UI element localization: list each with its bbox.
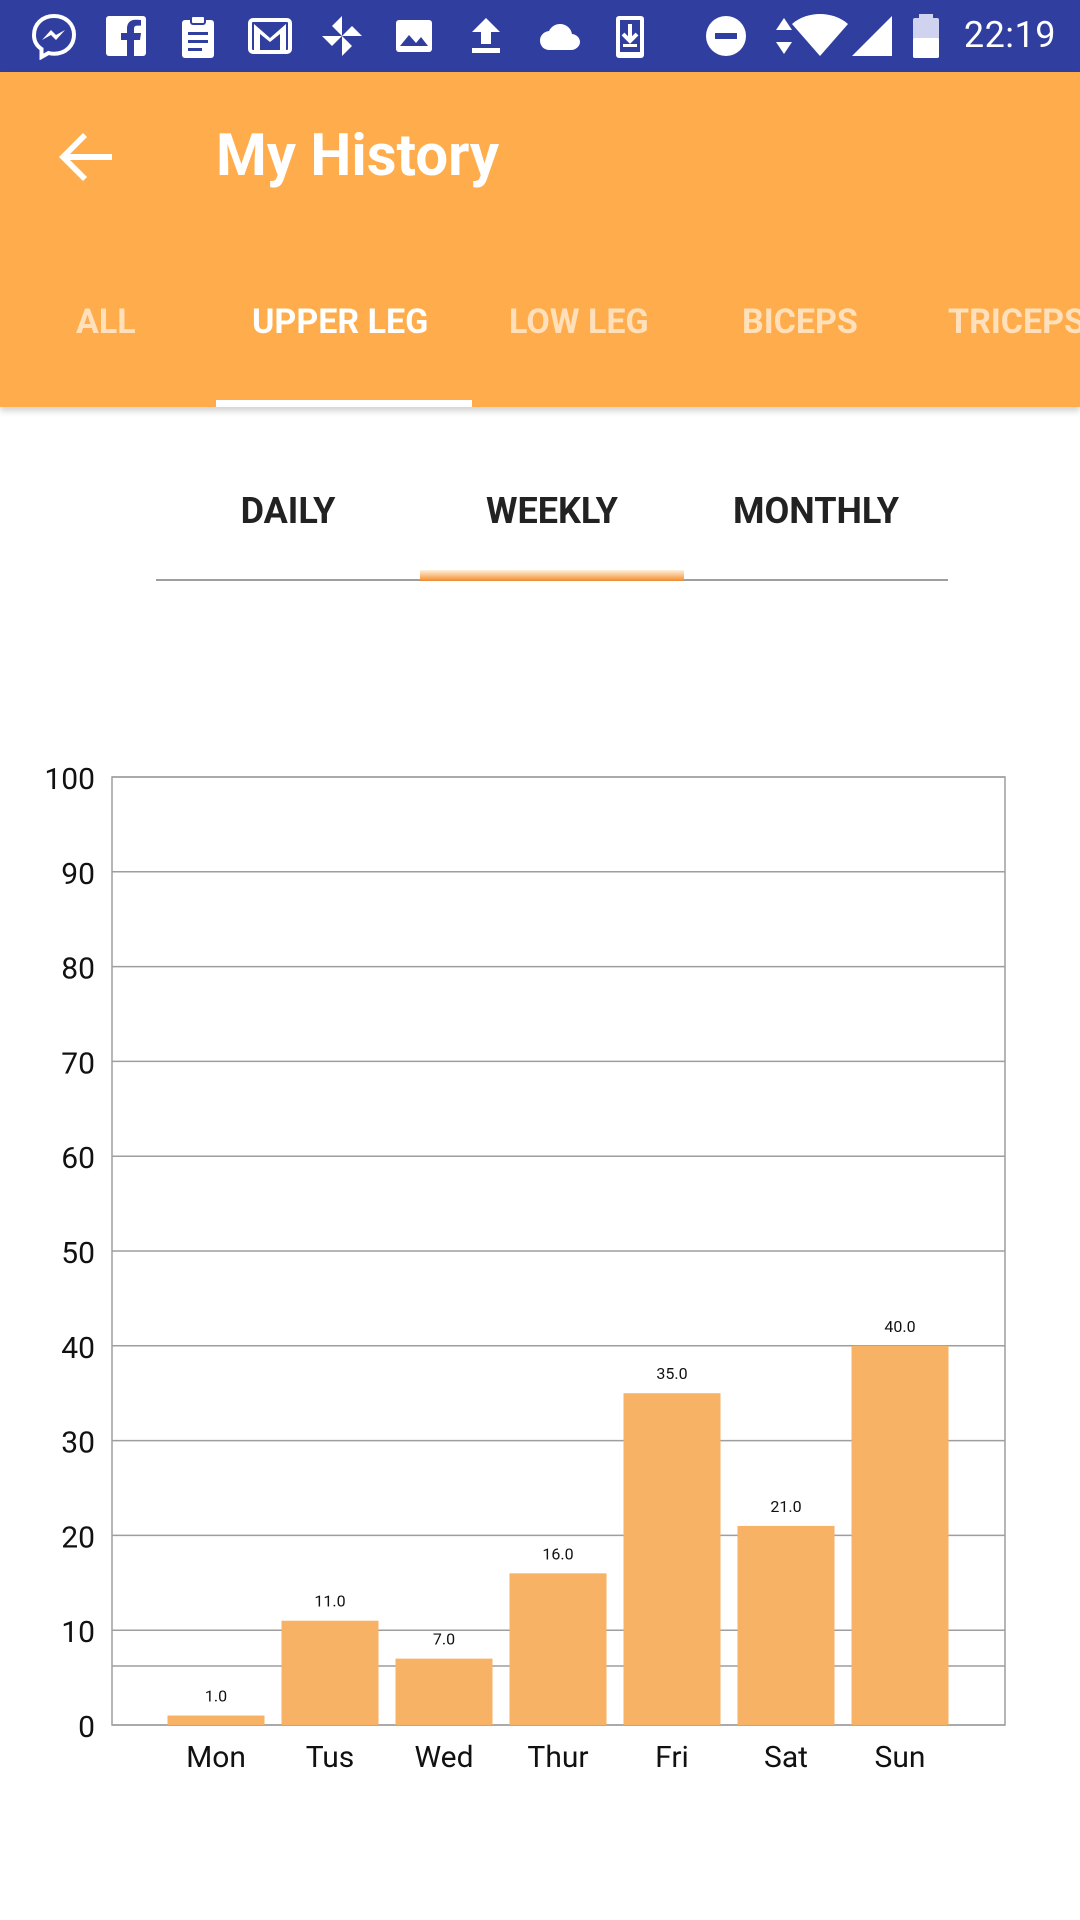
x-tick-label: Mon (186, 1740, 246, 1775)
bar-sun (851, 1345, 949, 1725)
signal-icon (852, 16, 892, 56)
status-bar: 22:19 (0, 0, 1080, 72)
gmail-icon (248, 18, 292, 54)
x-tick-label: Sat (764, 1740, 808, 1775)
y-tick-label: 100 (44, 762, 95, 797)
data-arrows-icon (776, 18, 792, 54)
clipboard-icon (182, 15, 214, 58)
x-tick-label: Wed (415, 1740, 474, 1775)
pinwheel-icon (322, 16, 362, 56)
bar-tus (281, 1620, 379, 1725)
tab-upper-leg[interactable]: UPPER LEG (252, 302, 429, 342)
tab-low-leg[interactable]: LOW LEG (509, 302, 649, 342)
bar-mon (167, 1715, 265, 1725)
do-not-disturb-icon (706, 16, 746, 56)
download-icon (616, 16, 644, 58)
y-tick-label: 60 (61, 1141, 95, 1176)
bar-value-label: 11.0 (314, 1592, 345, 1611)
page-title: My History (216, 122, 500, 190)
x-tick-label: Thur (527, 1740, 588, 1775)
period-tab-daily[interactable]: DAILY (240, 490, 336, 532)
x-tick-label: Fri (655, 1740, 689, 1775)
y-tick-label: 0 (78, 1710, 95, 1745)
cloud-icon (540, 24, 580, 50)
bar-sat (737, 1525, 835, 1725)
y-tick-label: 70 (61, 1046, 95, 1081)
x-tick-label: Tus (306, 1740, 355, 1775)
bar-value-label: 7.0 (433, 1630, 455, 1649)
y-tick-label: 10 (61, 1615, 95, 1650)
tab-biceps[interactable]: BICEPS (742, 302, 858, 342)
back-arrow-icon[interactable] (50, 122, 120, 192)
bar-thur (509, 1573, 607, 1725)
bar-value-label: 16.0 (542, 1544, 573, 1563)
bar-fri (623, 1393, 721, 1725)
battery-icon (913, 14, 939, 58)
tab-triceps[interactable]: TRICEPS (948, 302, 1080, 342)
bar-value-label: 1.0 (205, 1687, 227, 1706)
x-tick-label: Sun (875, 1740, 926, 1775)
facebook-icon (106, 16, 146, 56)
weekly-bar-chart: 0 10 20 30 40 50 60 70 80 90 100 1.0 Mon 11.0 Tus 7.0 We… (44, 762, 1006, 1775)
bar-wed (395, 1658, 493, 1725)
period-tab-weekly[interactable]: WEEKLY (486, 490, 618, 532)
period-tab-indicator (420, 570, 684, 581)
bar-value-label: 21.0 (770, 1497, 801, 1516)
wifi-icon (792, 14, 848, 56)
bar-value-label: 40.0 (884, 1317, 915, 1336)
y-tick-label: 50 (61, 1236, 95, 1271)
app-bar: My History ALL UPPER LEG LOW LEG BICEPS … (0, 72, 1080, 407)
y-tick-label: 30 (61, 1426, 95, 1461)
messenger-icon (31, 13, 77, 60)
y-tick-label: 80 (61, 952, 95, 987)
active-tab-indicator (216, 400, 472, 407)
bar-value-label: 35.0 (656, 1364, 687, 1383)
tab-all[interactable]: ALL (76, 302, 136, 342)
upload-icon (472, 18, 500, 53)
y-tick-label: 20 (61, 1520, 95, 1555)
y-tick-label: 40 (61, 1331, 95, 1366)
y-tick-label: 90 (61, 857, 95, 892)
period-tab-monthly[interactable]: MONTHLY (732, 490, 900, 532)
image-icon (396, 20, 432, 52)
status-time: 22:19 (963, 14, 1056, 56)
